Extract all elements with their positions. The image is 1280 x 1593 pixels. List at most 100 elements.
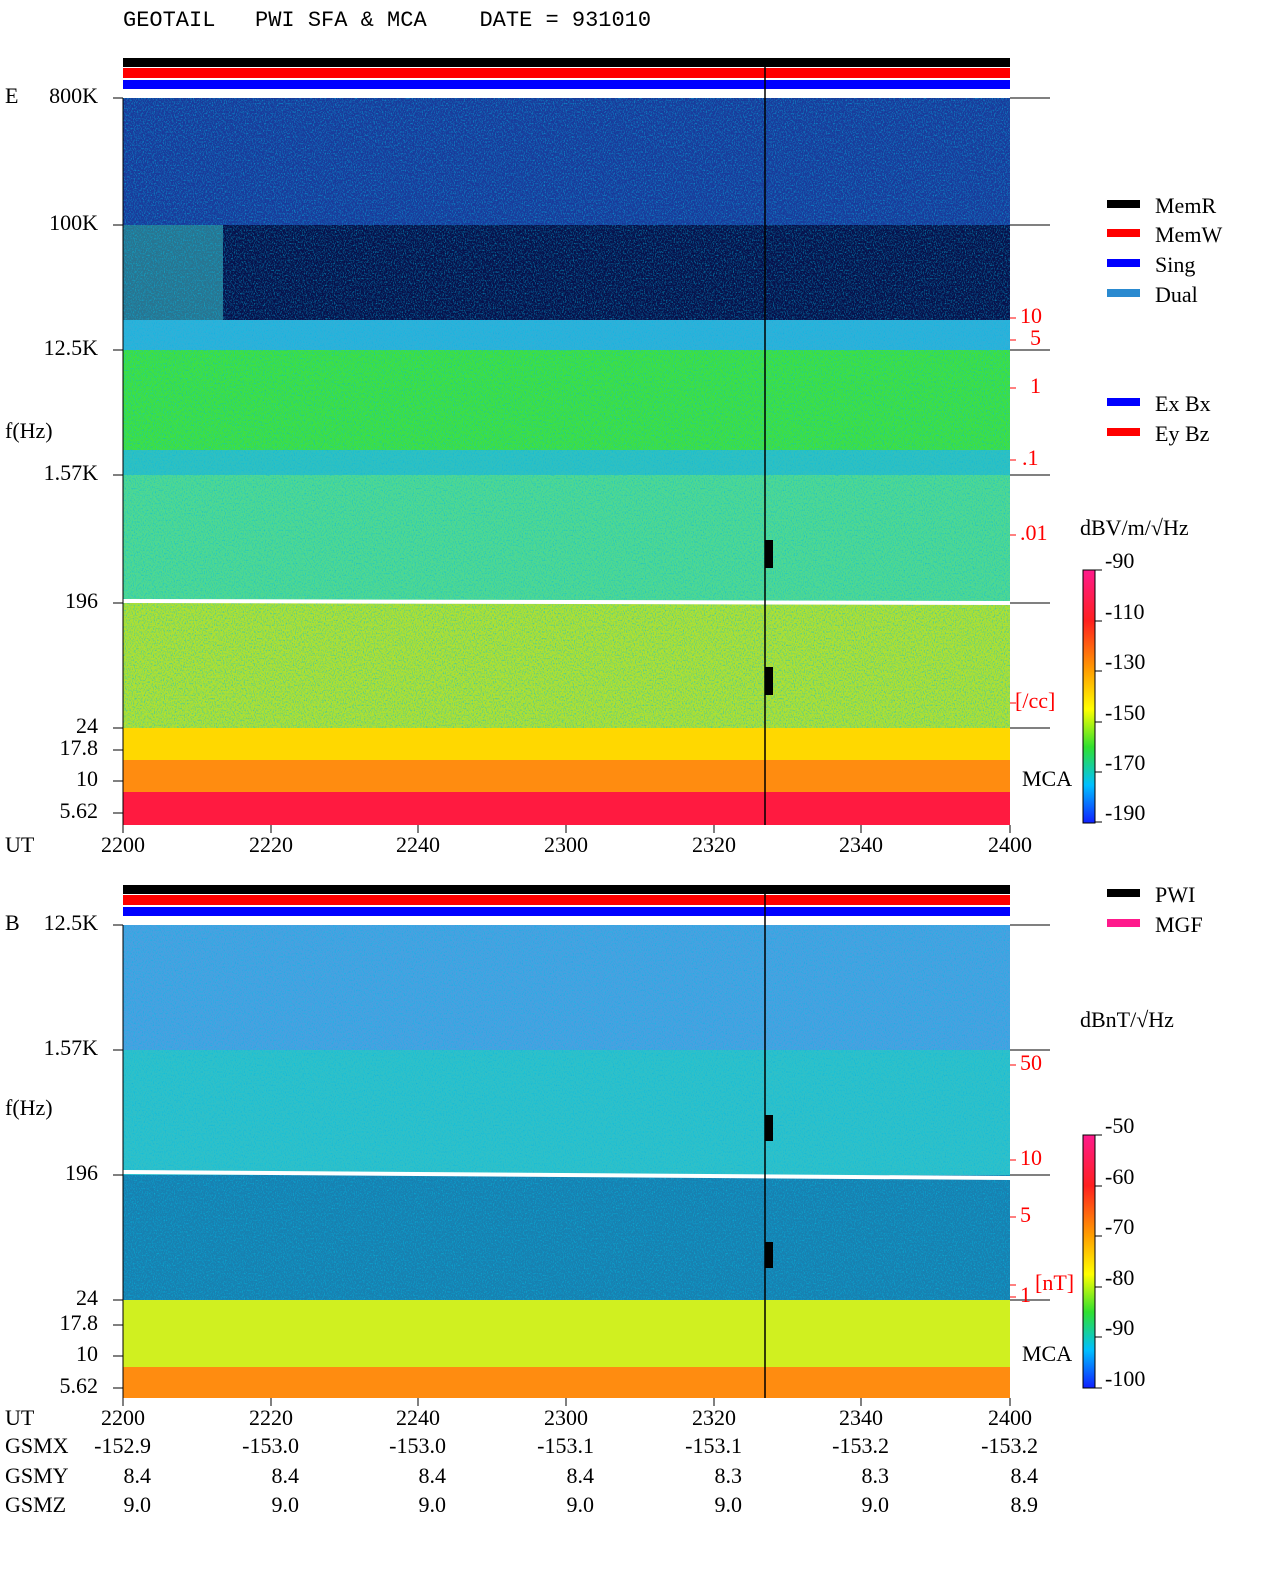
density-label: 5 xyxy=(1020,1202,1031,1227)
legend-swatch xyxy=(1107,200,1140,208)
x-tick-label: 2300 xyxy=(544,1405,588,1430)
orbit-value: -152.9 xyxy=(94,1433,151,1458)
orbit-value: 8.4 xyxy=(419,1463,447,1488)
x-tick-label: 2340 xyxy=(839,1405,883,1430)
time-label: UT xyxy=(5,1405,35,1430)
noise xyxy=(123,925,1010,1300)
panel-id: E xyxy=(5,83,18,108)
y-tick-label: 17.8 xyxy=(60,735,99,760)
orbit-label: GSMZ xyxy=(5,1492,66,1517)
marker xyxy=(765,540,773,568)
density-label: 1 xyxy=(1020,1282,1031,1307)
colorbar-tick-label: -50 xyxy=(1105,1113,1134,1138)
legend-label: Ex Bx xyxy=(1155,391,1211,416)
legend-label: MemR xyxy=(1155,193,1216,218)
noise xyxy=(123,98,1010,728)
y-tick-label: 24 xyxy=(76,713,98,738)
y-tick-label: 12.5K xyxy=(44,910,99,935)
legend-swatch xyxy=(1107,428,1140,436)
legend-label: Dual xyxy=(1155,282,1198,307)
orbit-value: 8.4 xyxy=(124,1463,152,1488)
orbit-value: 9.0 xyxy=(419,1492,447,1517)
x-tick-label: 2240 xyxy=(396,832,440,857)
band xyxy=(123,760,1010,792)
y-tick-label: 100K xyxy=(49,210,98,235)
x-tick-label: 2400 xyxy=(988,1405,1032,1430)
orbit-value: 9.0 xyxy=(715,1492,743,1517)
density-label: [nT] xyxy=(1035,1270,1074,1295)
panel-b xyxy=(122,885,1096,1398)
x-tick-label: 2400 xyxy=(988,832,1032,857)
status-bar xyxy=(123,907,1010,916)
orbit-value: 9.0 xyxy=(862,1492,890,1517)
marker xyxy=(765,1115,773,1141)
colorbar-tick-label: -150 xyxy=(1105,700,1145,725)
density-label: 5 xyxy=(1030,325,1041,350)
colorbar-tick-label: -60 xyxy=(1105,1164,1134,1189)
colorbar-title: dBV/m/√Hz xyxy=(1080,515,1189,540)
status-bar xyxy=(123,68,1010,78)
legend-label: Ey Bz xyxy=(1155,421,1210,446)
y-tick-label: 12.5K xyxy=(44,335,99,360)
density-label: 50 xyxy=(1020,1050,1042,1075)
y-tick-label: 10 xyxy=(76,766,98,791)
mca-label: MCA xyxy=(1022,766,1072,791)
status-bar xyxy=(123,80,1010,89)
orbit-value: 8.4 xyxy=(272,1463,300,1488)
legend-swatch xyxy=(1107,398,1140,406)
status-bar xyxy=(123,58,1010,67)
mca-label: MCA xyxy=(1022,1341,1072,1366)
band xyxy=(123,1367,1010,1398)
colorbar xyxy=(1082,569,1096,824)
y-tick-label: 10 xyxy=(76,1341,98,1366)
y-tick-label: 1.57K xyxy=(44,460,99,485)
orbit-value: 8.9 xyxy=(1011,1492,1039,1517)
y-tick-label: 196 xyxy=(65,1160,98,1185)
orbit-value: -153.2 xyxy=(981,1433,1038,1458)
orbit-label: GSMX xyxy=(5,1433,69,1458)
density-label: 10 xyxy=(1020,1145,1042,1170)
orbit-value: 8.3 xyxy=(715,1463,743,1488)
colorbar-tick-label: -90 xyxy=(1105,548,1134,573)
y-tick-label: 5.62 xyxy=(60,1373,99,1398)
orbit-value: 9.0 xyxy=(567,1492,595,1517)
colorbar-tick-label: -170 xyxy=(1105,750,1145,775)
colorbar-tick-label: -130 xyxy=(1105,649,1145,674)
orbit-value: 8.3 xyxy=(862,1463,890,1488)
density-label: [/cc] xyxy=(1015,688,1055,713)
y-tick-label: 24 xyxy=(76,1285,98,1310)
y-tick-label: 196 xyxy=(65,588,98,613)
panel-e xyxy=(122,58,1096,825)
orbit-value: 8.4 xyxy=(1011,1463,1039,1488)
orbit-value: -153.0 xyxy=(389,1433,446,1458)
legend-swatch xyxy=(1107,889,1140,897)
colorbar-tick-label: -100 xyxy=(1105,1366,1145,1391)
cyclotron-line xyxy=(122,1170,1011,1180)
colorbar-tick-label: -70 xyxy=(1105,1214,1134,1239)
status-bar xyxy=(123,885,1010,894)
orbit-value: 8.4 xyxy=(567,1463,595,1488)
cyclotron-line xyxy=(122,599,1011,605)
band xyxy=(123,728,1010,760)
title: GEOTAIL PWI SFA & MCA DATE = 931010 xyxy=(123,8,651,33)
band xyxy=(123,1300,1010,1367)
orbit-value: 9.0 xyxy=(124,1492,152,1517)
legend-label: MGF xyxy=(1155,912,1203,937)
orbit-value: -153.1 xyxy=(685,1433,742,1458)
colorbar-tick-label: -190 xyxy=(1105,800,1145,825)
legend-label: Sing xyxy=(1155,252,1195,277)
x-tick-label: 2220 xyxy=(249,832,293,857)
x-tick-label: 2220 xyxy=(249,1405,293,1430)
colorbar-tick-label: -110 xyxy=(1105,599,1145,624)
x-tick-label: 2320 xyxy=(692,1405,736,1430)
colorbar-title: dBnT/√Hz xyxy=(1080,1007,1174,1032)
x-tick-label: 2200 xyxy=(101,832,145,857)
y-tick-label: 17.8 xyxy=(60,1310,99,1335)
colorbar-tick-label: -90 xyxy=(1105,1315,1134,1340)
orbit-value: 9.0 xyxy=(272,1492,300,1517)
density-label: 1 xyxy=(1030,373,1041,398)
density-label: 10 xyxy=(1020,303,1042,328)
x-tick-label: 2200 xyxy=(101,1405,145,1430)
orbit-value: -153.0 xyxy=(242,1433,299,1458)
